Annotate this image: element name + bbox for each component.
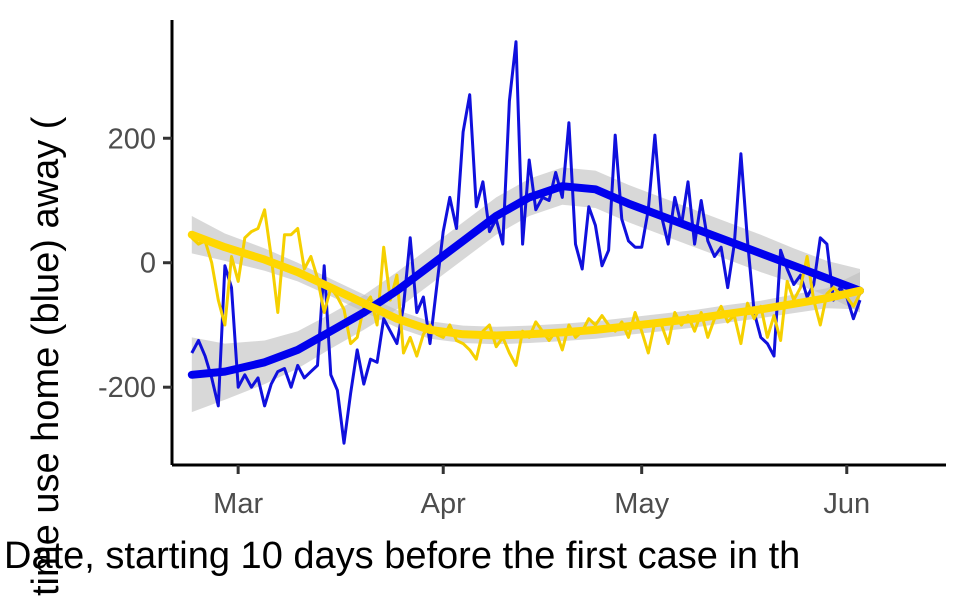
- x-axis-ticks: Mar Apr May Jun: [213, 465, 870, 520]
- y-tick-label: -200: [98, 372, 156, 404]
- confidence-band-away_smooth: [191, 216, 861, 345]
- smooth-line-away_smooth: [187, 230, 864, 340]
- x-axis-title: Date, starting 10 days before the first …: [4, 535, 800, 577]
- y-axis-title: time use home (blue) away (: [25, 116, 67, 596]
- x-tick-label: May: [614, 488, 669, 520]
- smooth-line-home_smooth: [187, 182, 864, 379]
- smooth-trend-lines: [187, 182, 864, 379]
- y-tick-label: 0: [140, 248, 156, 280]
- x-tick-label: Apr: [421, 488, 466, 520]
- y-axis-ticks: -200 0 200: [98, 123, 172, 404]
- x-tick-label: Jun: [823, 488, 870, 520]
- x-tick-label: Mar: [213, 488, 263, 520]
- y-tick-label: 200: [108, 123, 156, 155]
- axes: [170, 20, 946, 467]
